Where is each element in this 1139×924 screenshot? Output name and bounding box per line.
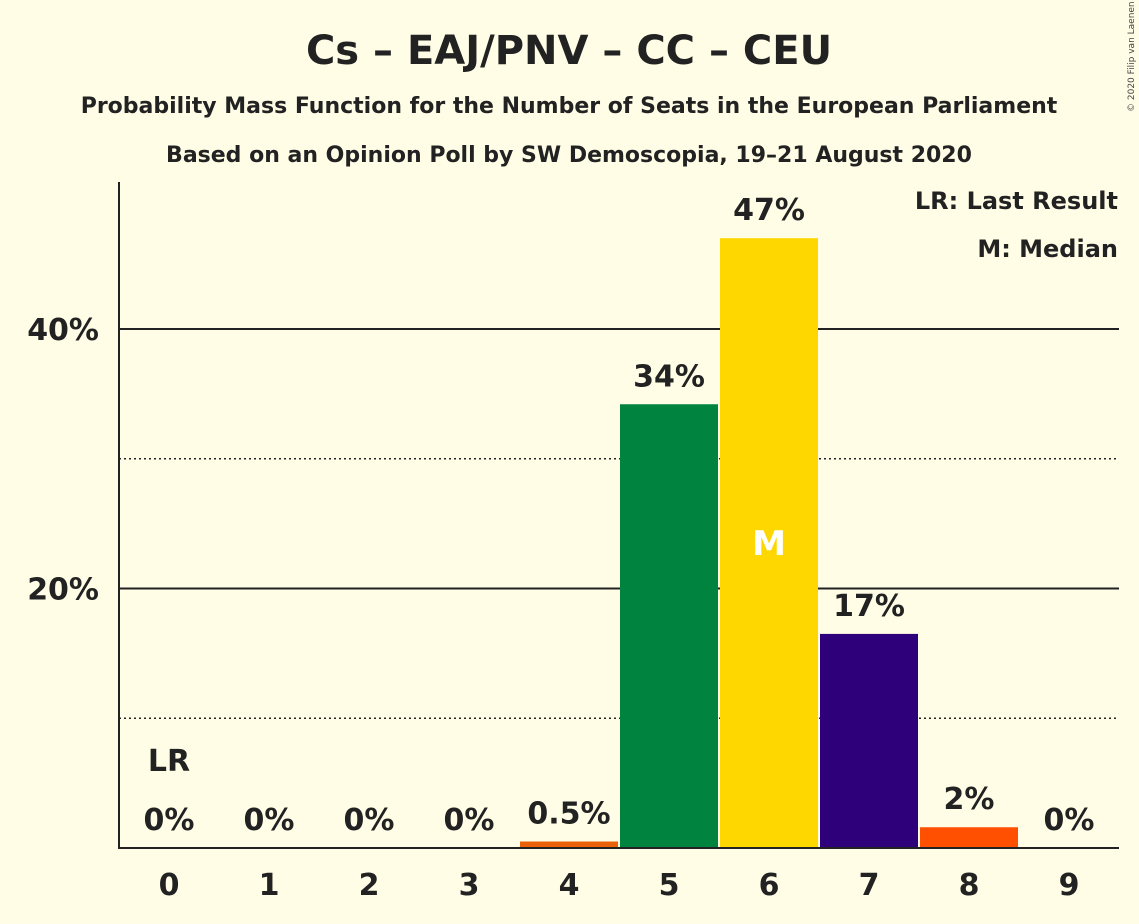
copyright-notice: © 2020 Filip van Laenen — [1127, 1, 1137, 112]
x-tick-label: 4 — [559, 868, 580, 903]
x-tick-label: 6 — [759, 868, 780, 903]
data-label: 0.5% — [527, 797, 610, 832]
x-tick-label: 8 — [959, 868, 980, 903]
chart-subtitle: Probability Mass Function for the Number… — [81, 94, 1058, 119]
bar-4-seats — [520, 841, 618, 848]
legend-median: M: Median — [977, 235, 1118, 263]
x-tick-label: 5 — [659, 868, 680, 903]
x-tick-label: 2 — [359, 868, 380, 903]
data-label: 47% — [733, 193, 805, 228]
median-marker: M — [752, 524, 786, 564]
bar-5-seats — [620, 404, 718, 848]
bars — [520, 238, 1018, 849]
gridlines — [119, 328, 1119, 719]
legend-last-result: LR: Last Result — [915, 187, 1118, 215]
x-tick-labels: 0 1 2 3 4 5 6 7 8 9 — [159, 868, 1080, 903]
y-tick-labels: 20% 40% — [27, 313, 99, 608]
x-tick-label: 1 — [259, 868, 280, 903]
x-tick-label: 9 — [1059, 868, 1080, 903]
data-label: 0% — [1044, 803, 1095, 838]
bar-6-seats — [720, 238, 818, 849]
data-label: 2% — [944, 782, 995, 817]
data-label: 34% — [633, 359, 705, 394]
x-tick-label: 0 — [159, 868, 180, 903]
data-label: 0% — [144, 803, 195, 838]
y-tick-label: 20% — [27, 573, 99, 608]
y-tick-label: 40% — [27, 313, 99, 348]
chart-subtitle-poll: Based on an Opinion Poll by SW Demoscopi… — [166, 143, 972, 168]
x-tick-label: 7 — [859, 868, 880, 903]
last-result-marker: LR — [148, 744, 190, 779]
chart-title: Cs – EAJ/PNV – CC – CEU — [306, 28, 832, 74]
data-label: 17% — [833, 589, 905, 624]
data-label: 0% — [344, 803, 395, 838]
bar-7-seats — [820, 633, 918, 848]
data-labels: 0% 0% 0% 0% 0.5% 34% 47% 17% 2% 0% LR M — [144, 193, 1095, 838]
data-label: 0% — [444, 803, 495, 838]
x-tick-label: 3 — [459, 868, 480, 903]
data-label: 0% — [244, 803, 295, 838]
bar-8-seats — [920, 827, 1018, 848]
